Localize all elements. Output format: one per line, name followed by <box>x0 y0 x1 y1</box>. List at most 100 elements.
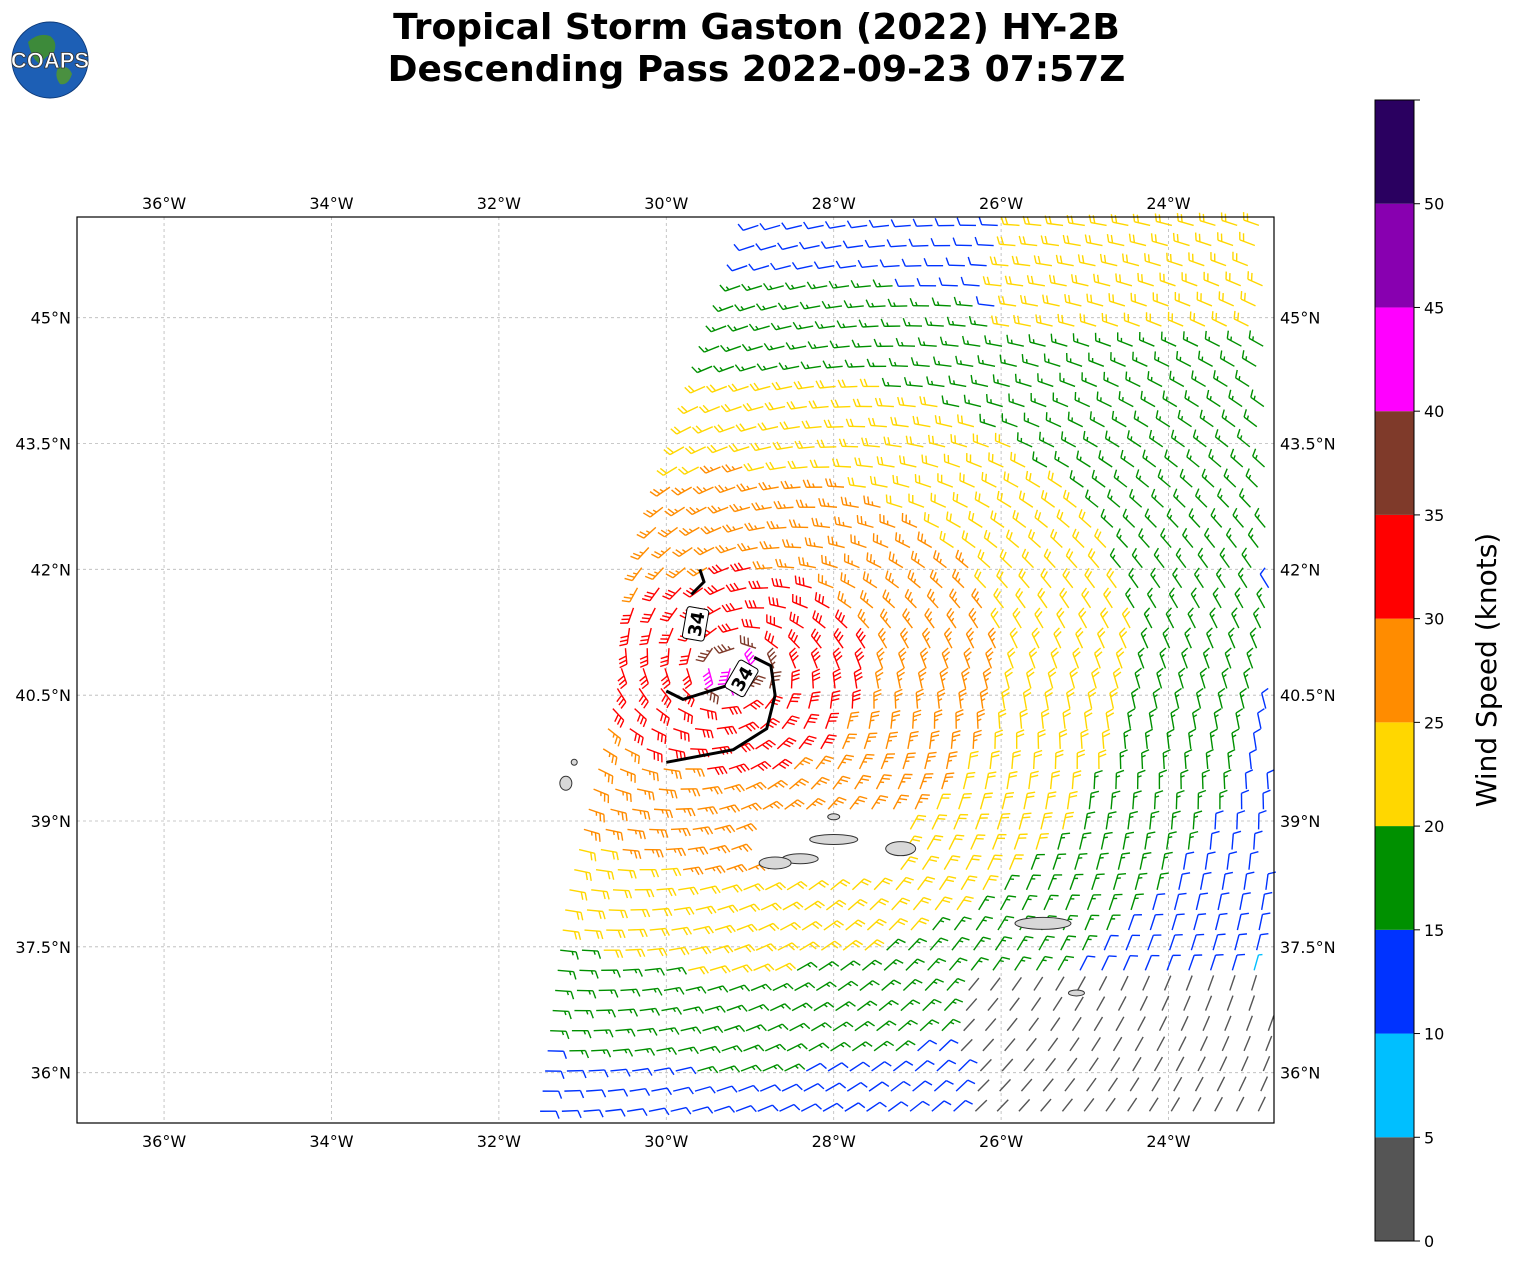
logo-text: COAPS <box>11 48 89 73</box>
wind-barb <box>1076 450 1091 468</box>
barb-flag <box>704 926 711 935</box>
barb-flag <box>708 807 715 815</box>
barb-flag <box>762 282 769 291</box>
wind-barb <box>758 922 780 932</box>
barb-half-flag <box>1204 475 1208 480</box>
barb-flag <box>1068 551 1074 560</box>
barb-flag <box>854 671 863 678</box>
barb-shaft <box>1220 357 1235 367</box>
barb-flag <box>934 713 943 718</box>
wind-barb <box>748 1003 770 1012</box>
barb-shaft <box>900 856 911 871</box>
wind-barb <box>1146 587 1157 609</box>
barb-shaft <box>1112 672 1119 689</box>
barb-shaft <box>1101 955 1110 971</box>
barb-shaft <box>1248 853 1252 870</box>
barb-flag <box>777 782 785 788</box>
barb-half-flag <box>806 562 809 567</box>
barb-shaft <box>683 1006 699 1012</box>
barb-half-flag <box>805 503 808 508</box>
wind-barb <box>1132 351 1148 367</box>
barb-half-flag <box>1196 574 1200 579</box>
barb-flag <box>733 582 740 591</box>
barb-shaft <box>1152 894 1158 911</box>
barb-shaft <box>704 405 721 414</box>
barb-shaft <box>1197 554 1209 569</box>
barb-half-flag <box>1189 835 1194 839</box>
barb-flag <box>857 654 865 662</box>
wind-barb <box>661 867 682 877</box>
barb-flag <box>843 574 847 583</box>
wind-barb <box>770 262 791 271</box>
wind-barb <box>1072 647 1081 669</box>
barb-shaft <box>1144 833 1149 850</box>
barb-flag <box>1073 774 1082 778</box>
barb-flag <box>1026 795 1035 799</box>
barb-half-flag <box>790 284 795 289</box>
barb-half-flag <box>1004 919 1009 922</box>
barb-shaft <box>987 401 1003 408</box>
barb-flag <box>687 808 692 817</box>
barb-flag <box>1028 472 1032 482</box>
barb-flag <box>652 772 655 781</box>
wind-barb <box>833 516 852 529</box>
wind-barb <box>682 668 693 690</box>
wind-barb <box>798 556 817 569</box>
barb-flag <box>866 753 875 756</box>
barb-flag <box>1053 627 1060 635</box>
barb-flag <box>1198 913 1207 916</box>
barb-shaft <box>1094 535 1107 549</box>
barb-flag <box>698 1006 704 1014</box>
barb-flag <box>914 552 918 562</box>
barb-flag <box>565 1031 570 1040</box>
wind-barb <box>823 419 844 428</box>
wind-barb <box>619 768 636 783</box>
barb-flag <box>720 846 727 854</box>
barb-flag <box>776 800 784 808</box>
barb-flag <box>1023 812 1032 815</box>
wind-barb <box>1195 687 1204 709</box>
barb-flag <box>717 625 724 633</box>
wind-barb <box>715 544 737 554</box>
barb-flag <box>1136 214 1140 223</box>
barb-flag <box>1169 370 1172 379</box>
barb-shaft <box>782 305 799 311</box>
barb-flag <box>935 834 944 838</box>
barb-shaft <box>1168 319 1184 327</box>
barb-flag <box>721 604 728 613</box>
wind-barb <box>941 647 951 669</box>
wind-barb <box>1060 431 1077 448</box>
barb-flag <box>993 512 997 521</box>
barb-flag <box>904 588 910 597</box>
barb-flag <box>892 710 901 714</box>
barb-flag <box>802 759 811 765</box>
barb-shaft <box>565 909 582 914</box>
barb-shaft <box>1187 613 1196 629</box>
wind-barb <box>1185 975 1193 991</box>
barb-flag <box>1224 871 1234 875</box>
barb-shaft <box>1053 633 1062 649</box>
wind-barb <box>1099 253 1118 267</box>
barb-flag <box>674 770 679 779</box>
barb-shaft <box>1112 1036 1123 1052</box>
wind-barb <box>713 424 735 433</box>
barb-shaft <box>1134 672 1141 689</box>
barb-flag <box>929 1039 938 1045</box>
barb-shaft <box>1014 956 1025 971</box>
barb-flag <box>1066 235 1070 244</box>
barb-flag <box>1022 816 1031 819</box>
barb-half-flag <box>946 400 949 405</box>
barb-flag <box>850 980 859 987</box>
wind-barb <box>1139 852 1152 870</box>
barb-flag <box>722 766 728 774</box>
barb-shaft <box>1093 1016 1104 1032</box>
wind-barb <box>1089 411 1105 428</box>
wind-barb <box>1205 748 1214 770</box>
barb-flag <box>760 1024 767 1032</box>
barb-half-flag <box>977 718 982 722</box>
wind-barb <box>702 1025 724 1034</box>
barb-shaft <box>1035 956 1046 971</box>
barb-flag <box>785 539 790 548</box>
barb-shaft <box>1004 672 1010 689</box>
barb-flag <box>863 495 866 504</box>
